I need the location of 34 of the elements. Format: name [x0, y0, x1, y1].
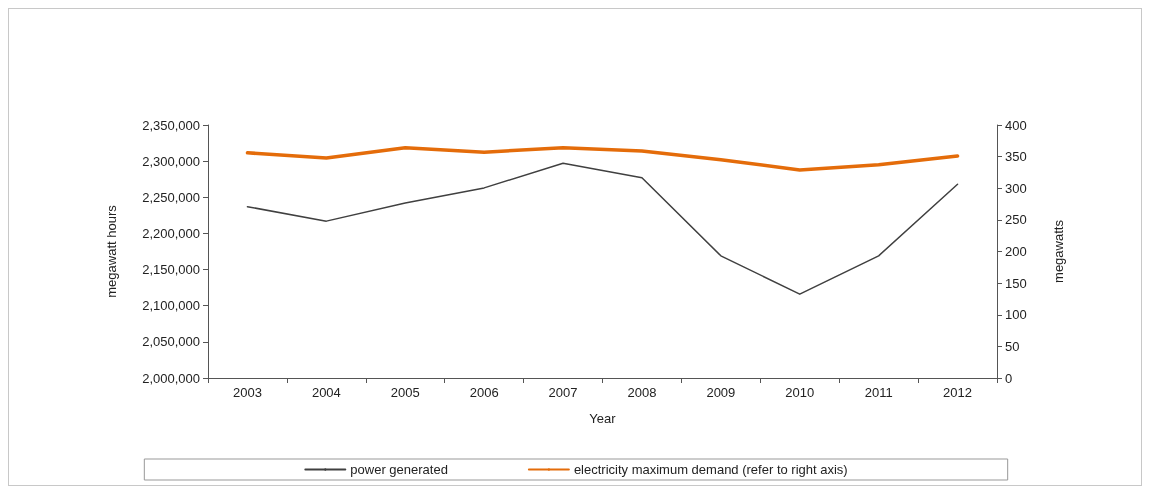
x-tick-label: 2006: [469, 385, 499, 400]
x-tick-label: 2008: [627, 385, 657, 400]
y2-tick-label: 150: [1005, 275, 1027, 291]
y-tick-label: 2,100,000: [142, 298, 200, 314]
line-series: [246, 162, 959, 295]
y2-tick-label: 0: [1005, 370, 1013, 386]
x-tick-label: 2003: [232, 385, 262, 400]
y2-tick-label: 200: [1005, 244, 1027, 259]
x-tick-label: 2011: [864, 385, 893, 400]
y-tick-label: 2,050,000: [142, 334, 200, 350]
legend-label: electricity maximum demand (refer to right axis): [573, 462, 848, 477]
y-tick-label: 2,200,000: [142, 225, 200, 241]
y2-tick-label: 350: [1005, 149, 1027, 165]
x-tick-label: 2005: [390, 385, 420, 400]
x-tick-label: 2007: [548, 385, 578, 400]
x-tick-label: 2010: [785, 385, 815, 400]
y-axis-title: megawatt hours: [104, 204, 119, 298]
y-tick-label: 2,000,000: [142, 370, 200, 386]
x-axis-title: Year: [589, 411, 617, 426]
x-tick-label: 2012: [943, 385, 973, 400]
y-tick-label: 2,250,000: [142, 189, 200, 205]
y-tick-label: 2,350,000: [142, 117, 200, 133]
x-tick-label: 2004: [311, 385, 341, 400]
line-series: [245, 146, 960, 172]
y-tick-label: 2,150,000: [142, 262, 200, 278]
legend-label: power generated: [350, 462, 448, 477]
x-tick-label: 2009: [706, 385, 736, 400]
y2-tick-label: 50: [1005, 338, 1020, 354]
y2-tick-label: 250: [1005, 212, 1027, 228]
y-tick-label: 2,300,000: [142, 153, 200, 169]
y2-tick-label: 300: [1005, 180, 1027, 196]
y2-tick-label: 400: [1005, 117, 1027, 133]
y2-axis-title: megawatts: [1051, 219, 1066, 283]
y2-tick-label: 100: [1005, 307, 1027, 323]
